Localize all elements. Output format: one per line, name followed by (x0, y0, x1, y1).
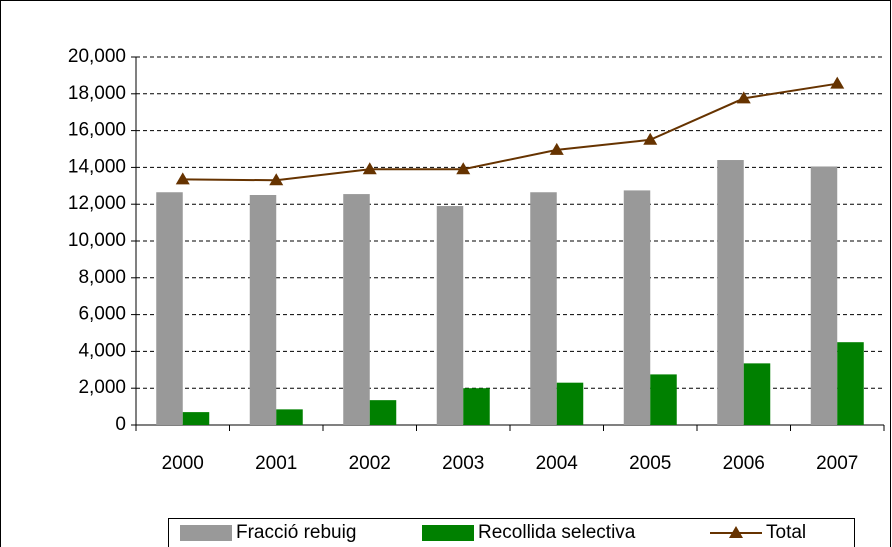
line-marker (830, 76, 845, 89)
legend-box (168, 518, 855, 547)
legend-marker (729, 526, 743, 538)
y-tick-label: 4,000 (78, 340, 126, 361)
x-tick-label: 2007 (816, 453, 858, 474)
line-marker (456, 162, 471, 175)
y-tick-label: 16,000 (68, 120, 126, 141)
x-tick-label: 2005 (629, 453, 671, 474)
legend-swatch (422, 525, 474, 541)
legend-label: Recollida selectiva (478, 522, 636, 543)
bar (530, 192, 557, 425)
y-tick-label: 12,000 (68, 193, 126, 214)
bar (743, 363, 771, 425)
line-marker (362, 162, 377, 175)
bar (369, 400, 397, 425)
y-tick-label: 8,000 (78, 267, 126, 288)
y-tick-label: 6,000 (78, 304, 126, 325)
bar (623, 190, 651, 425)
x-tick-label: 2006 (723, 453, 765, 474)
bar (436, 206, 464, 425)
bar (343, 194, 370, 425)
bar (276, 409, 303, 425)
x-tick-label: 2003 (442, 453, 484, 474)
line (182, 82, 838, 182)
legend-label: Fracció rebuig (236, 522, 356, 543)
x-tick-label: 2002 (349, 453, 391, 474)
bar (156, 192, 183, 425)
line-marker (643, 132, 658, 145)
y-tick-label: 14,000 (68, 156, 126, 177)
y-tick-label: 2,000 (78, 377, 126, 398)
bar (650, 374, 677, 425)
line-marker (549, 142, 564, 155)
bar (717, 160, 744, 426)
legend-swatch (180, 525, 232, 541)
bar (556, 382, 584, 425)
y-tick-label: 0 (115, 414, 126, 435)
line-marker (269, 173, 284, 186)
bar (810, 166, 838, 426)
line-marker (175, 172, 190, 185)
bar (837, 342, 864, 425)
bar (249, 195, 277, 425)
x-tick-label: 2000 (162, 453, 204, 474)
y-tick-label: 18,000 (68, 83, 126, 104)
legend-label: Total (766, 522, 806, 543)
bar (182, 412, 210, 425)
y-tick-label: 20,000 (68, 46, 126, 67)
x-tick-label: 2001 (255, 453, 297, 474)
bar (463, 388, 490, 425)
line-marker (736, 91, 751, 104)
y-tick-label: 10,000 (68, 230, 126, 251)
x-tick-label: 2004 (536, 453, 579, 474)
